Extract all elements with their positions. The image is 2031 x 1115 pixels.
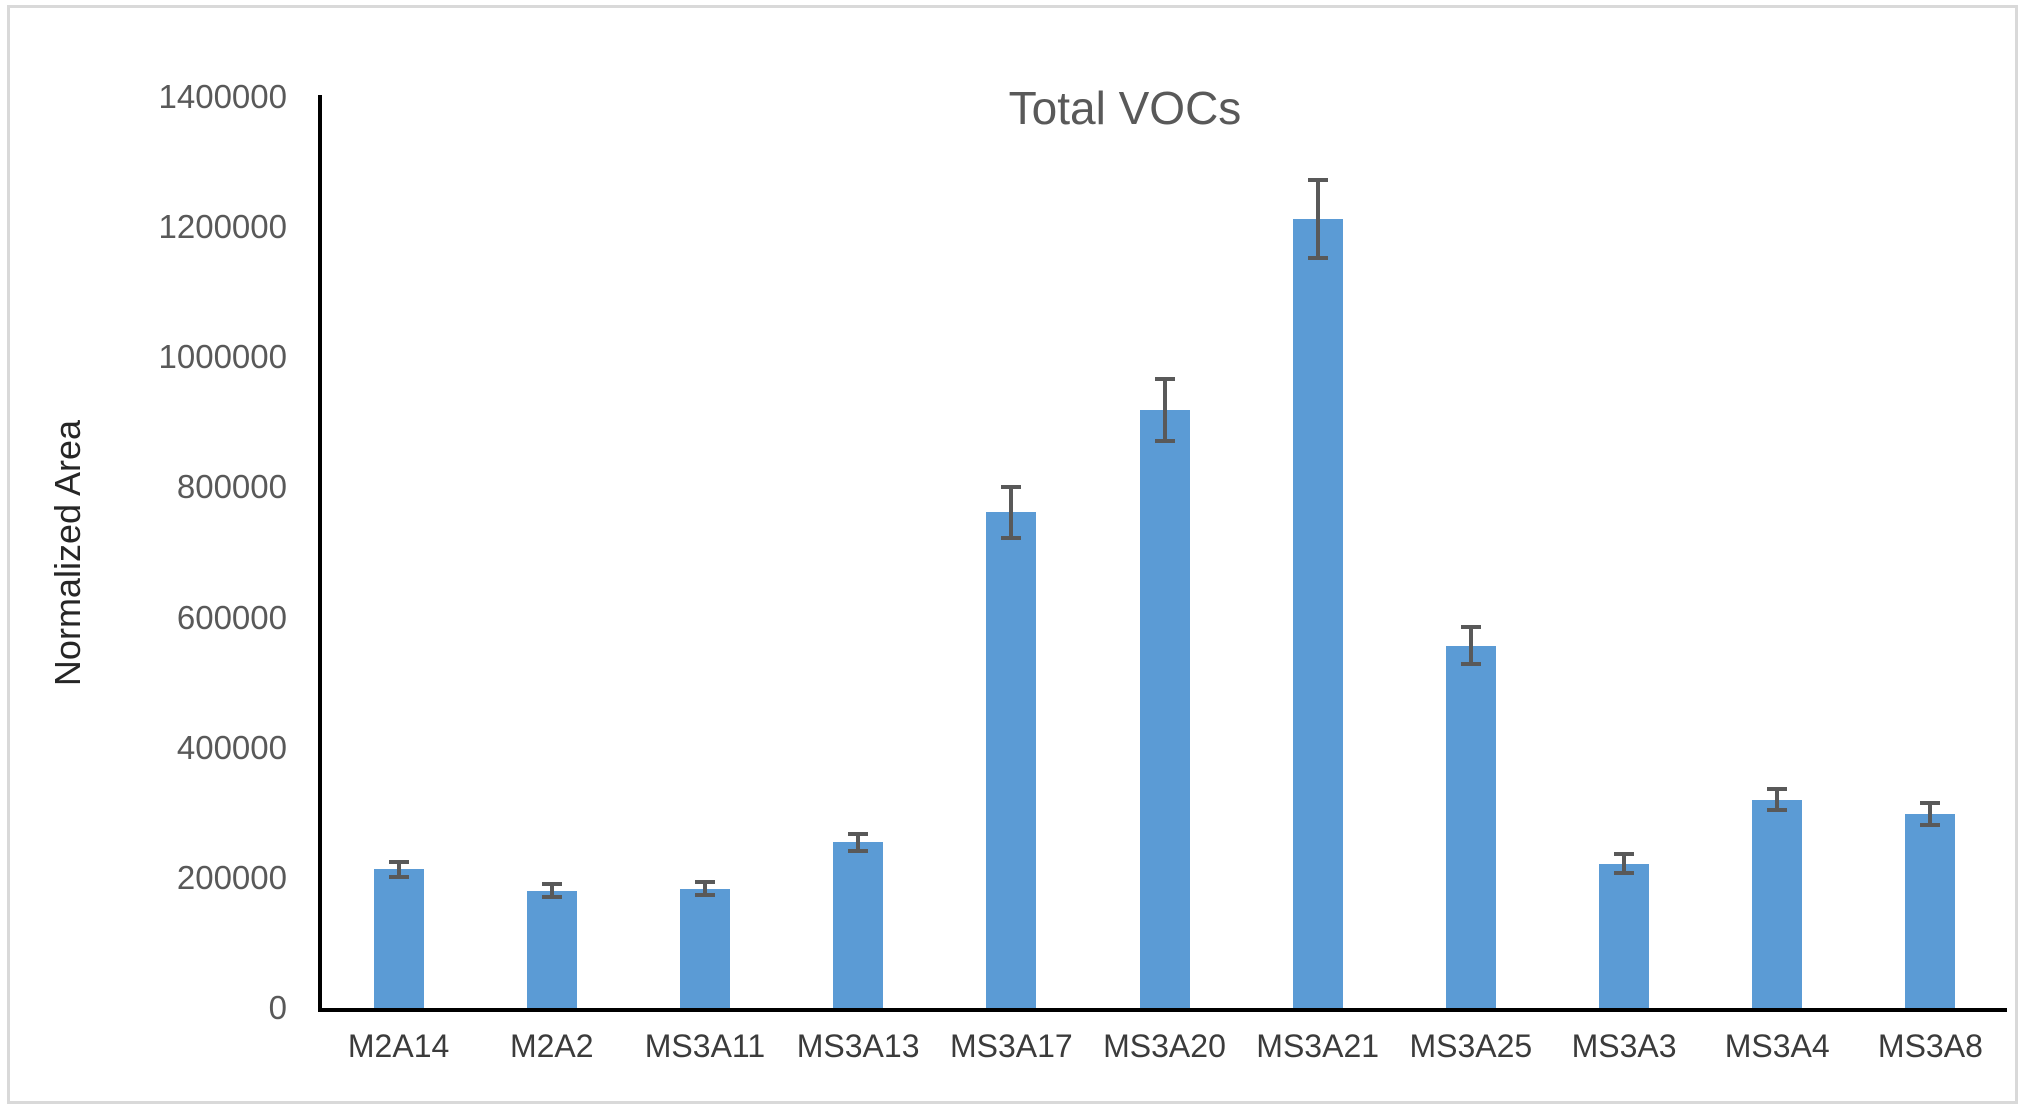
error-cap-top-MS3A8	[1920, 801, 1941, 806]
error-bar-M2A14	[396, 861, 401, 878]
x-tick-label-MS3A17: MS3A17	[949, 1028, 1073, 1064]
error-bar-MS3A13	[856, 833, 861, 851]
y-tick-label: 600000	[176, 598, 287, 636]
bar-MS3A4	[1752, 799, 1803, 1008]
y-tick-label: 400000	[176, 728, 287, 766]
error-cap-top-MS3A20	[1154, 377, 1175, 382]
x-tick-label-M2A14: M2A14	[347, 1028, 450, 1064]
error-cap-bottom-MS3A17	[1001, 535, 1022, 540]
error-bar-MS3A3	[1622, 854, 1627, 873]
error-bar-MS3A17	[1009, 486, 1014, 538]
bar-MS3A11	[679, 888, 730, 1008]
x-tick-label-MS3A13: MS3A13	[796, 1028, 920, 1064]
bar-MS3A25	[1445, 645, 1496, 1008]
bar-M2A2	[526, 890, 577, 1008]
error-cap-top-M2A14	[388, 859, 409, 864]
error-cap-bottom-MS3A3	[1614, 870, 1635, 875]
x-tick-label-MS3A8: MS3A8	[1877, 1028, 1983, 1064]
error-cap-top-MS3A17	[1001, 484, 1022, 489]
x-tick-label-MS3A4: MS3A4	[1724, 1028, 1830, 1064]
x-axis-line	[318, 1008, 2007, 1012]
error-cap-bottom-MS3A11	[694, 893, 715, 898]
error-cap-top-MS3A13	[848, 831, 869, 836]
error-cap-bottom-MS3A21	[1307, 256, 1328, 261]
error-cap-top-MS3A21	[1307, 178, 1328, 183]
error-cap-bottom-MS3A4	[1767, 808, 1788, 813]
error-cap-top-M2A2	[541, 882, 562, 887]
bar-MS3A8	[1905, 814, 1956, 1008]
y-axis-line	[318, 95, 322, 1012]
bar-MS3A17	[986, 512, 1037, 1008]
bar-MS3A21	[1292, 219, 1343, 1008]
error-bar-MS3A8	[1928, 803, 1933, 826]
y-axis-title: Normalized Area	[47, 419, 88, 687]
x-tick-label-MS3A25: MS3A25	[1409, 1028, 1533, 1064]
error-cap-bottom-MS3A20	[1154, 438, 1175, 443]
error-cap-top-MS3A3	[1614, 852, 1635, 857]
error-cap-bottom-MS3A8	[1920, 823, 1941, 828]
chart-title: Total VOCs	[1008, 82, 1242, 134]
y-tick-label: 1200000	[158, 208, 287, 246]
error-cap-bottom-MS3A25	[1460, 662, 1481, 667]
error-cap-bottom-M2A14	[388, 875, 409, 880]
y-tick-label: 1000000	[158, 338, 287, 376]
bar-MS3A13	[833, 842, 884, 1008]
error-bar-M2A2	[549, 884, 554, 898]
error-bar-MS3A21	[1315, 180, 1320, 259]
error-cap-bottom-MS3A13	[848, 848, 869, 853]
bar-MS3A3	[1599, 863, 1650, 1008]
error-bar-MS3A20	[1162, 379, 1167, 441]
bar-MS3A20	[1139, 409, 1190, 1008]
error-bar-MS3A4	[1775, 789, 1780, 811]
x-tick-label-MS3A20: MS3A20	[1103, 1028, 1226, 1064]
x-tick-label-MS3A21: MS3A21	[1256, 1028, 1380, 1064]
error-bar-MS3A11	[702, 882, 707, 896]
y-tick-label: 200000	[176, 858, 287, 896]
x-tick-label-MS3A3: MS3A3	[1571, 1028, 1677, 1064]
y-tick-label: 0	[268, 989, 287, 1026]
bar-M2A14	[373, 869, 424, 1008]
x-tick-label-M2A2: M2A2	[509, 1028, 594, 1064]
error-cap-top-MS3A4	[1767, 787, 1788, 792]
error-cap-top-MS3A11	[694, 880, 715, 885]
error-cap-bottom-M2A2	[541, 895, 562, 900]
error-bar-MS3A25	[1468, 626, 1473, 665]
x-tick-label-MS3A11: MS3A11	[644, 1028, 766, 1064]
y-tick-label: 1400000	[158, 78, 287, 115]
error-cap-top-MS3A25	[1460, 624, 1481, 629]
y-tick-label: 800000	[176, 468, 287, 506]
